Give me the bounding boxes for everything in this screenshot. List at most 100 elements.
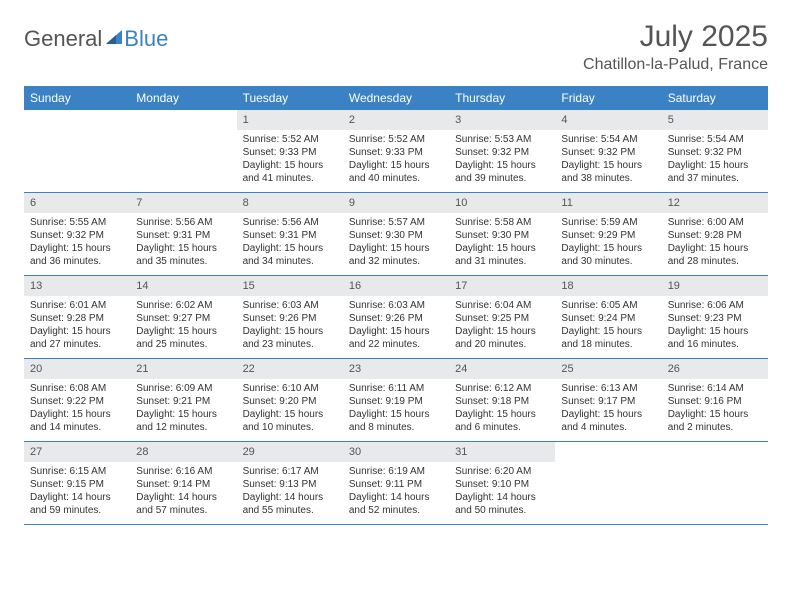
day-body: Sunrise: 6:04 AMSunset: 9:25 PMDaylight:… bbox=[449, 296, 555, 357]
day-cell bbox=[555, 442, 661, 524]
day-body: Sunrise: 6:11 AMSunset: 9:19 PMDaylight:… bbox=[343, 379, 449, 440]
sunrise-text: Sunrise: 6:11 AM bbox=[349, 382, 443, 395]
day-body: Sunrise: 5:53 AMSunset: 9:32 PMDaylight:… bbox=[449, 130, 555, 191]
day-body: Sunrise: 5:55 AMSunset: 9:32 PMDaylight:… bbox=[24, 213, 130, 274]
calendar: Sunday Monday Tuesday Wednesday Thursday… bbox=[24, 86, 768, 525]
daylight-text: Daylight: 15 hours and 39 minutes. bbox=[455, 159, 549, 185]
day-number: 31 bbox=[449, 442, 555, 462]
week-row: 1Sunrise: 5:52 AMSunset: 9:33 PMDaylight… bbox=[24, 110, 768, 193]
dow-fri: Friday bbox=[555, 86, 661, 110]
day-body: Sunrise: 6:03 AMSunset: 9:26 PMDaylight:… bbox=[343, 296, 449, 357]
sunset-text: Sunset: 9:31 PM bbox=[136, 229, 230, 242]
logo-text-blue: Blue bbox=[124, 26, 168, 52]
day-cell: 26Sunrise: 6:14 AMSunset: 9:16 PMDayligh… bbox=[662, 359, 768, 441]
day-number: 5 bbox=[662, 110, 768, 130]
sunset-text: Sunset: 9:32 PM bbox=[561, 146, 655, 159]
sunset-text: Sunset: 9:15 PM bbox=[30, 478, 124, 491]
day-cell: 10Sunrise: 5:58 AMSunset: 9:30 PMDayligh… bbox=[449, 193, 555, 275]
day-number: 23 bbox=[343, 359, 449, 379]
sunrise-text: Sunrise: 5:59 AM bbox=[561, 216, 655, 229]
dow-wed: Wednesday bbox=[343, 86, 449, 110]
sunset-text: Sunset: 9:32 PM bbox=[455, 146, 549, 159]
day-cell: 20Sunrise: 6:08 AMSunset: 9:22 PMDayligh… bbox=[24, 359, 130, 441]
day-number bbox=[24, 110, 130, 116]
daylight-text: Daylight: 15 hours and 36 minutes. bbox=[30, 242, 124, 268]
day-cell: 23Sunrise: 6:11 AMSunset: 9:19 PMDayligh… bbox=[343, 359, 449, 441]
day-cell bbox=[130, 110, 236, 192]
dow-tue: Tuesday bbox=[237, 86, 343, 110]
day-number: 19 bbox=[662, 276, 768, 296]
day-body: Sunrise: 5:58 AMSunset: 9:30 PMDaylight:… bbox=[449, 213, 555, 274]
sunrise-text: Sunrise: 5:56 AM bbox=[136, 216, 230, 229]
day-number: 30 bbox=[343, 442, 449, 462]
sunrise-text: Sunrise: 6:12 AM bbox=[455, 382, 549, 395]
sunset-text: Sunset: 9:26 PM bbox=[243, 312, 337, 325]
day-number: 27 bbox=[24, 442, 130, 462]
day-number: 21 bbox=[130, 359, 236, 379]
day-number: 18 bbox=[555, 276, 661, 296]
sunrise-text: Sunrise: 6:15 AM bbox=[30, 465, 124, 478]
sunrise-text: Sunrise: 5:52 AM bbox=[243, 133, 337, 146]
daylight-text: Daylight: 15 hours and 14 minutes. bbox=[30, 408, 124, 434]
sunrise-text: Sunrise: 6:00 AM bbox=[668, 216, 762, 229]
logo-sail-icon bbox=[104, 26, 124, 52]
day-number: 24 bbox=[449, 359, 555, 379]
sunset-text: Sunset: 9:16 PM bbox=[668, 395, 762, 408]
day-cell: 19Sunrise: 6:06 AMSunset: 9:23 PMDayligh… bbox=[662, 276, 768, 358]
day-cell: 21Sunrise: 6:09 AMSunset: 9:21 PMDayligh… bbox=[130, 359, 236, 441]
dow-mon: Monday bbox=[130, 86, 236, 110]
day-number: 10 bbox=[449, 193, 555, 213]
day-number: 16 bbox=[343, 276, 449, 296]
day-number: 4 bbox=[555, 110, 661, 130]
day-body: Sunrise: 6:15 AMSunset: 9:15 PMDaylight:… bbox=[24, 462, 130, 523]
daylight-text: Daylight: 15 hours and 12 minutes. bbox=[136, 408, 230, 434]
day-cell: 25Sunrise: 6:13 AMSunset: 9:17 PMDayligh… bbox=[555, 359, 661, 441]
sunrise-text: Sunrise: 5:56 AM bbox=[243, 216, 337, 229]
day-body: Sunrise: 6:01 AMSunset: 9:28 PMDaylight:… bbox=[24, 296, 130, 357]
sunrise-text: Sunrise: 6:02 AM bbox=[136, 299, 230, 312]
day-body: Sunrise: 5:52 AMSunset: 9:33 PMDaylight:… bbox=[343, 130, 449, 191]
day-body: Sunrise: 6:03 AMSunset: 9:26 PMDaylight:… bbox=[237, 296, 343, 357]
week-row: 27Sunrise: 6:15 AMSunset: 9:15 PMDayligh… bbox=[24, 442, 768, 525]
day-number bbox=[130, 110, 236, 116]
sunset-text: Sunset: 9:33 PM bbox=[243, 146, 337, 159]
day-body: Sunrise: 6:16 AMSunset: 9:14 PMDaylight:… bbox=[130, 462, 236, 523]
sunrise-text: Sunrise: 6:03 AM bbox=[243, 299, 337, 312]
day-number: 17 bbox=[449, 276, 555, 296]
sunset-text: Sunset: 9:19 PM bbox=[349, 395, 443, 408]
daylight-text: Daylight: 15 hours and 40 minutes. bbox=[349, 159, 443, 185]
day-cell: 14Sunrise: 6:02 AMSunset: 9:27 PMDayligh… bbox=[130, 276, 236, 358]
day-number: 14 bbox=[130, 276, 236, 296]
daylight-text: Daylight: 15 hours and 37 minutes. bbox=[668, 159, 762, 185]
sunset-text: Sunset: 9:14 PM bbox=[136, 478, 230, 491]
day-cell: 18Sunrise: 6:05 AMSunset: 9:24 PMDayligh… bbox=[555, 276, 661, 358]
day-body: Sunrise: 6:06 AMSunset: 9:23 PMDaylight:… bbox=[662, 296, 768, 357]
day-number: 26 bbox=[662, 359, 768, 379]
dow-sun: Sunday bbox=[24, 86, 130, 110]
day-body: Sunrise: 6:05 AMSunset: 9:24 PMDaylight:… bbox=[555, 296, 661, 357]
daylight-text: Daylight: 15 hours and 35 minutes. bbox=[136, 242, 230, 268]
day-body: Sunrise: 5:56 AMSunset: 9:31 PMDaylight:… bbox=[237, 213, 343, 274]
day-cell: 31Sunrise: 6:20 AMSunset: 9:10 PMDayligh… bbox=[449, 442, 555, 524]
dow-sat: Saturday bbox=[662, 86, 768, 110]
day-cell: 5Sunrise: 5:54 AMSunset: 9:32 PMDaylight… bbox=[662, 110, 768, 192]
title-block: July 2025 Chatillon-la-Palud, France bbox=[583, 20, 768, 74]
daylight-text: Daylight: 15 hours and 10 minutes. bbox=[243, 408, 337, 434]
daylight-text: Daylight: 14 hours and 57 minutes. bbox=[136, 491, 230, 517]
sunset-text: Sunset: 9:24 PM bbox=[561, 312, 655, 325]
day-body: Sunrise: 6:19 AMSunset: 9:11 PMDaylight:… bbox=[343, 462, 449, 523]
day-number: 2 bbox=[343, 110, 449, 130]
day-body: Sunrise: 6:20 AMSunset: 9:10 PMDaylight:… bbox=[449, 462, 555, 523]
logo-text-general: General bbox=[24, 26, 102, 52]
daylight-text: Daylight: 15 hours and 32 minutes. bbox=[349, 242, 443, 268]
day-body: Sunrise: 5:59 AMSunset: 9:29 PMDaylight:… bbox=[555, 213, 661, 274]
day-body: Sunrise: 6:10 AMSunset: 9:20 PMDaylight:… bbox=[237, 379, 343, 440]
sunset-text: Sunset: 9:28 PM bbox=[668, 229, 762, 242]
sunrise-text: Sunrise: 6:20 AM bbox=[455, 465, 549, 478]
sunrise-text: Sunrise: 6:14 AM bbox=[668, 382, 762, 395]
daylight-text: Daylight: 15 hours and 4 minutes. bbox=[561, 408, 655, 434]
day-number: 1 bbox=[237, 110, 343, 130]
day-cell: 28Sunrise: 6:16 AMSunset: 9:14 PMDayligh… bbox=[130, 442, 236, 524]
day-cell: 22Sunrise: 6:10 AMSunset: 9:20 PMDayligh… bbox=[237, 359, 343, 441]
month-title: July 2025 bbox=[583, 20, 768, 54]
